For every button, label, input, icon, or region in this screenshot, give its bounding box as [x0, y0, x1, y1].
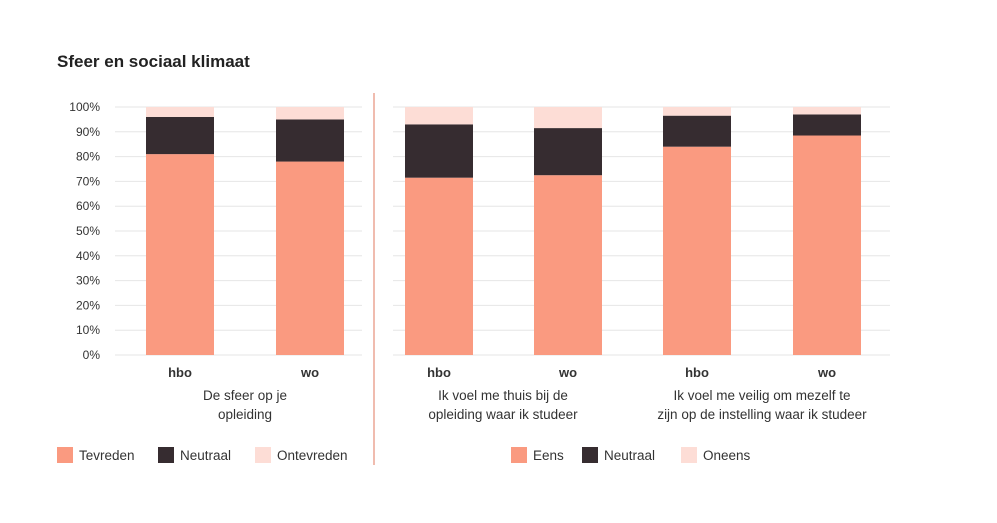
- legend-swatch: [681, 447, 697, 463]
- y-tick-label: 90%: [76, 125, 100, 139]
- bar-segment-eens: [405, 177, 473, 355]
- legend-item-neutraal: Neutraal: [582, 447, 655, 463]
- y-tick-label: 0%: [83, 348, 101, 362]
- legend-label: Ontevreden: [277, 448, 348, 463]
- y-tick-label: 40%: [76, 249, 100, 263]
- legends: Tevreden Neutraal Ontevreden Eens Neutraal On…: [57, 447, 751, 463]
- bar-segment-oneens: [534, 107, 602, 129]
- bars: [146, 107, 861, 355]
- legend-label: Neutraal: [180, 448, 231, 463]
- bar-segment-ontevreden: [146, 107, 214, 117]
- x-tick-label: hbo: [427, 365, 451, 380]
- x-tick-label: wo: [558, 365, 577, 380]
- bar-segment-neutraal: [146, 116, 214, 155]
- bar-segment-eens: [793, 135, 861, 355]
- bar-segment-tevreden: [276, 161, 344, 355]
- chart-title: Sfeer en sociaal klimaat: [57, 52, 250, 71]
- legend-swatch: [582, 447, 598, 463]
- y-tick-label: 70%: [76, 174, 100, 188]
- gridlines: [115, 106, 890, 356]
- y-tick-label: 10%: [76, 323, 100, 337]
- legend-item-oneens: Oneens: [681, 447, 751, 463]
- legend-swatch: [57, 447, 73, 463]
- y-tick-label: 20%: [76, 298, 100, 312]
- bar-segment-tevreden: [146, 154, 214, 355]
- bar-segment-neutraal: [663, 115, 731, 147]
- legend-item-ontevreden: Ontevreden: [255, 447, 348, 463]
- legend-item-neutraal: Neutraal: [158, 447, 231, 463]
- legend-label: Tevreden: [79, 448, 135, 463]
- legend-label: Neutraal: [604, 448, 655, 463]
- group-label: De sfeer op je opleiding: [203, 388, 287, 422]
- bar-segment-eens: [663, 146, 731, 355]
- group-labels: De sfeer op je opleiding Ik voel me thuis …: [203, 388, 867, 422]
- bar-segment-neutraal: [276, 119, 344, 162]
- legend-item-eens: Eens: [511, 447, 564, 463]
- bar-segment-oneens: [793, 107, 861, 115]
- legend-swatch: [158, 447, 174, 463]
- y-tick-label: 100%: [69, 100, 100, 114]
- group-label: Ik voel me thuis bij de opleiding waar ik…: [428, 388, 578, 422]
- bar-segment-ontevreden: [276, 107, 344, 120]
- y-axis: 0% 10% 20% 30% 40% 50% 60% 70% 80% 90% 100%: [69, 100, 100, 362]
- y-tick-label: 30%: [76, 274, 100, 288]
- y-tick-label: 50%: [76, 224, 100, 238]
- bar-segment-neutraal: [534, 128, 602, 176]
- x-tick-label: hbo: [685, 365, 709, 380]
- x-axis-labels: hbo wo hbo wo hbo wo: [168, 365, 836, 380]
- y-tick-label: 60%: [76, 199, 100, 213]
- bar-segment-oneens: [663, 107, 731, 116]
- bar-segment-oneens: [405, 107, 473, 125]
- bar-segment-neutraal: [793, 114, 861, 136]
- y-tick-label: 80%: [76, 150, 100, 164]
- x-tick-label: wo: [817, 365, 836, 380]
- x-tick-label: hbo: [168, 365, 192, 380]
- legend-swatch: [511, 447, 527, 463]
- group-label: Ik voel me veilig om mezelf te zijn op de…: [657, 388, 867, 422]
- bar-segment-neutraal: [405, 124, 473, 178]
- legend-label: Oneens: [703, 448, 751, 463]
- x-tick-label: wo: [300, 365, 319, 380]
- bar-segment-eens: [534, 175, 602, 355]
- legend-item-tevreden: Tevreden: [57, 447, 135, 463]
- legend-swatch: [255, 447, 271, 463]
- legend-label: Eens: [533, 448, 564, 463]
